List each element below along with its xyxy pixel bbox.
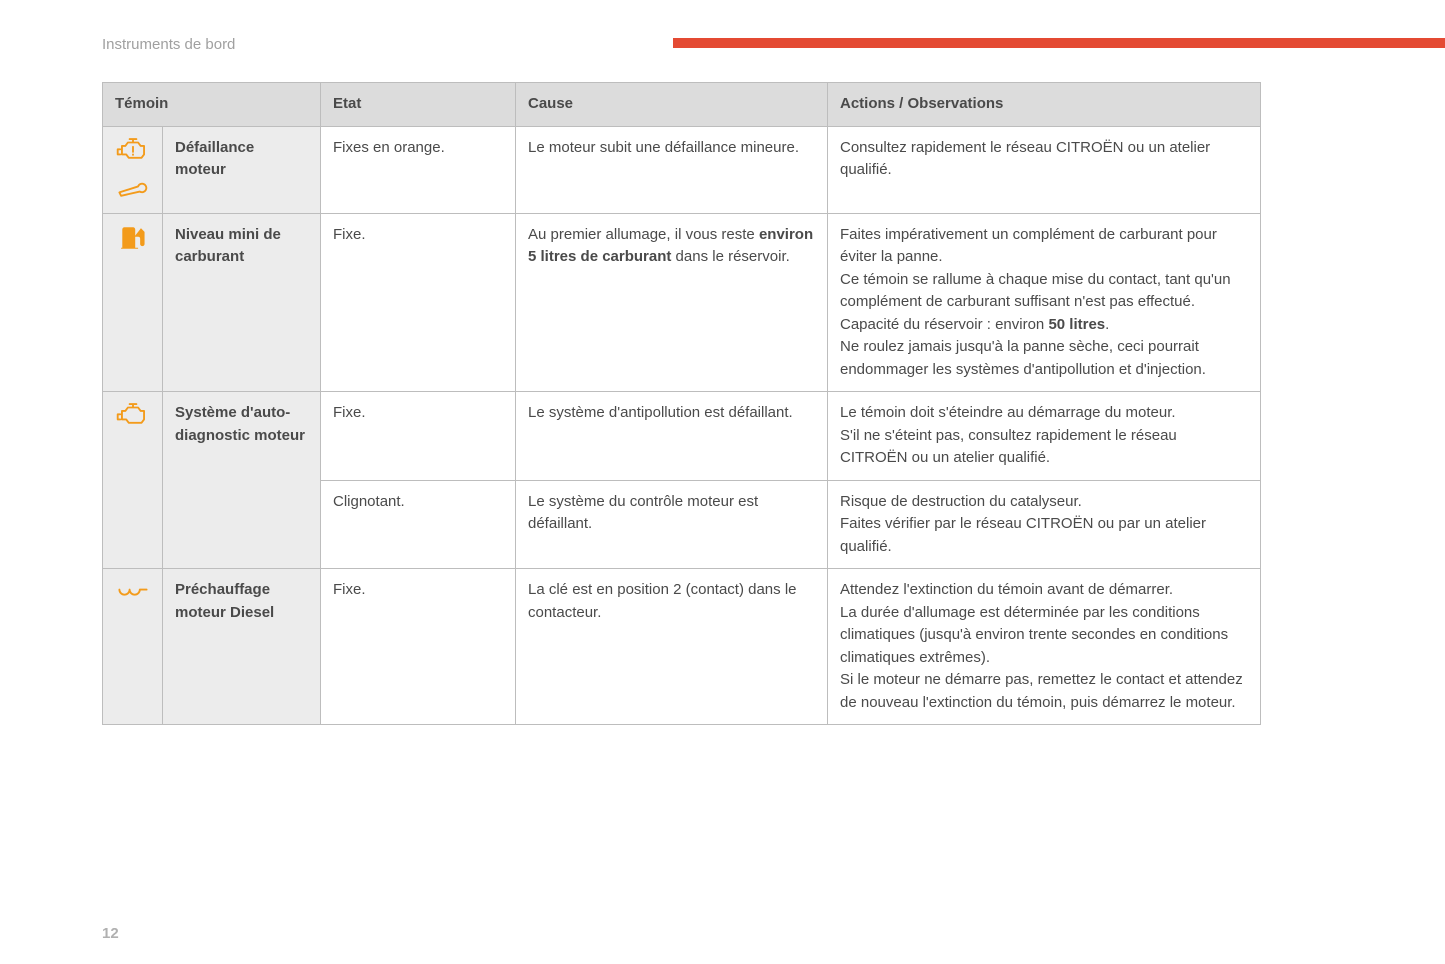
- cause-cell: Le système d'antipollution est défaillan…: [516, 392, 828, 481]
- table-row: Système d'auto-diagnostic moteurFixe.Le …: [103, 392, 1261, 481]
- cause-cell: Le moteur subit une défaillance mineure.: [516, 126, 828, 213]
- text-segment: Consultez rapidement le réseau CITROËN o…: [840, 139, 1210, 179]
- text-segment: Faites vérifier par le réseau CITROËN ou…: [840, 515, 1206, 555]
- action-cell: Le témoin doit s'éteindre au démarrage d…: [828, 392, 1261, 481]
- cause-cell: Au premier allumage, il vous reste envir…: [516, 213, 828, 392]
- col-header-actions: Actions / Observations: [828, 83, 1261, 127]
- label-cell: Système d'auto-diagnostic moteur: [163, 392, 321, 569]
- text-segment: Faites impérativement un complément de c…: [840, 226, 1217, 266]
- text-segment: La durée d'allumage est déterminée par l…: [840, 604, 1228, 666]
- text-segment: .: [1105, 316, 1109, 333]
- col-header-temoin: Témoin: [103, 83, 321, 127]
- fuel-pump-icon: [116, 224, 150, 252]
- warning-lights-table: Témoin Etat Cause Actions / Observations…: [102, 82, 1261, 725]
- text-segment: Ne roulez jamais jusqu'à la panne sèche,…: [840, 338, 1206, 378]
- action-cell: Risque de destruction du catalyseur. Fait…: [828, 480, 1261, 569]
- etat-cell: Fixe.: [321, 392, 516, 481]
- label-cell: Niveau mini de carburant: [163, 213, 321, 392]
- text-segment: Le moteur subit une défaillance mineure.: [528, 139, 799, 156]
- table-header-row: Témoin Etat Cause Actions / Observations: [103, 83, 1261, 127]
- accent-bar: [673, 38, 1445, 48]
- text-segment: Capacité du réservoir : environ: [840, 316, 1048, 333]
- warning-lights-table-container: Témoin Etat Cause Actions / Observations…: [102, 82, 1260, 725]
- text-segment: Au premier allumage, il vous reste: [528, 226, 759, 243]
- etat-cell: Fixe.: [321, 569, 516, 725]
- engine-warning-icon: [116, 137, 150, 165]
- action-cell: Consultez rapidement le réseau CITROËN o…: [828, 126, 1261, 213]
- text-segment: Attendez l'extinction du témoin avant de…: [840, 581, 1173, 598]
- page-number: 12: [102, 925, 119, 942]
- text-segment: Ce témoin se rallume à chaque mise du co…: [840, 271, 1231, 311]
- glow-plug-icon: [116, 579, 150, 607]
- col-header-cause: Cause: [516, 83, 828, 127]
- table-row: Défaillance moteurFixes en orange. Le mot…: [103, 126, 1261, 213]
- table-body: Défaillance moteurFixes en orange. Le mot…: [103, 126, 1261, 725]
- label-cell: Défaillance moteur: [163, 126, 321, 213]
- cause-cell: La clé est en position 2 (contact) dans …: [516, 569, 828, 725]
- action-cell: Attendez l'extinction du témoin avant de…: [828, 569, 1261, 725]
- icon-cell: [103, 569, 163, 725]
- text-segment: 50 litres: [1048, 316, 1105, 333]
- label-cell: Préchauffage moteur Diesel: [163, 569, 321, 725]
- cause-cell: Le système du contrôle moteur est défail…: [516, 480, 828, 569]
- action-cell: Faites impérativement un complément de c…: [828, 213, 1261, 392]
- text-segment: Le système du contrôle moteur est défail…: [528, 493, 758, 533]
- text-segment: S'il ne s'éteint pas, consultez rapideme…: [840, 427, 1177, 467]
- engine-check-icon: [116, 402, 150, 430]
- text-segment: Si le moteur ne démarre pas, remettez le…: [840, 671, 1243, 711]
- text-segment: Le système d'antipollution est défaillan…: [528, 404, 793, 421]
- etat-cell: Fixe.: [321, 213, 516, 392]
- wrench-icon: [116, 175, 150, 203]
- text-segment: La clé est en position 2 (contact) dans …: [528, 581, 797, 621]
- etat-cell: Fixes en orange.: [321, 126, 516, 213]
- table-row: Niveau mini de carburantFixe.Au premier …: [103, 213, 1261, 392]
- text-segment: dans le réservoir.: [671, 248, 789, 265]
- text-segment: Risque de destruction du catalyseur.: [840, 493, 1082, 510]
- etat-cell: Clignotant.: [321, 480, 516, 569]
- icon-cell: [103, 126, 163, 213]
- table-row: Préchauffage moteur DieselFixe. La clé es…: [103, 569, 1261, 725]
- text-segment: Le témoin doit s'éteindre au démarrage d…: [840, 404, 1176, 421]
- col-header-etat: Etat: [321, 83, 516, 127]
- icon-cell: [103, 213, 163, 392]
- icon-cell: [103, 392, 163, 569]
- page-section-title: Instruments de bord: [102, 36, 235, 53]
